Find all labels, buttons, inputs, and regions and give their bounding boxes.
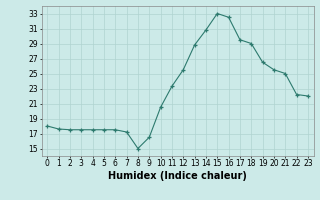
X-axis label: Humidex (Indice chaleur): Humidex (Indice chaleur): [108, 171, 247, 181]
